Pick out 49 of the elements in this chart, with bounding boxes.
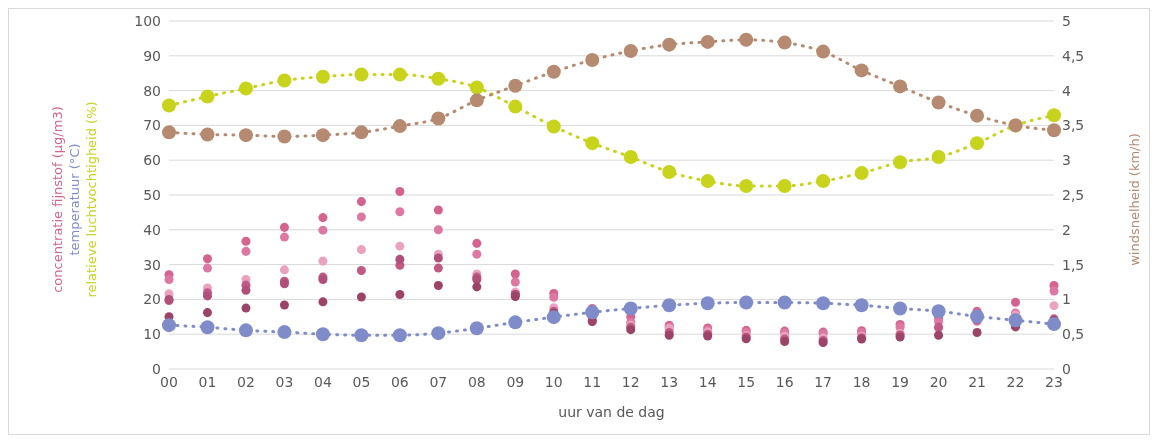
x-tick-label: 06: [390, 373, 409, 390]
x-tick-label: 07: [429, 373, 448, 390]
x-tick-label: 08: [467, 373, 486, 390]
y2-tick-label: 2: [1062, 221, 1071, 238]
x-tick-label: 18: [852, 373, 871, 390]
y-tick-label: 80: [143, 82, 161, 99]
y-tick-label: 70: [143, 117, 161, 134]
x-tick-label: 23: [1045, 373, 1063, 390]
y-tick-label: 0: [152, 360, 161, 377]
x-tick-label: 02: [237, 373, 255, 390]
x-tick-label: 03: [275, 373, 294, 390]
x-tick-label: 21: [968, 373, 986, 390]
y2-tick-label: 2,5: [1062, 186, 1085, 203]
x-tick-label: 22: [1006, 373, 1025, 390]
x-tick-label: 09: [506, 373, 525, 390]
y-tick-label: 60: [143, 152, 161, 169]
y-tick-label: 100: [134, 12, 161, 29]
y2-tick-label: 5: [1062, 12, 1071, 29]
x-tick-label: 14: [698, 373, 717, 390]
y-tick-label: 30: [143, 256, 161, 273]
y-tick-label: 50: [143, 186, 161, 203]
x-tick-label: 16: [775, 373, 794, 390]
x-tick-label: 00: [160, 373, 178, 390]
x-tick-label: 10: [544, 373, 563, 390]
y-tick-label: 40: [143, 221, 161, 238]
x-tick-label: 04: [314, 373, 332, 390]
y2-tick-label: 4: [1062, 82, 1071, 99]
y2-tick-label: 1: [1062, 291, 1071, 308]
y-tick-label: 10: [143, 326, 161, 343]
y2-tick-label: 3,5: [1062, 117, 1085, 134]
x-tick-label: 15: [737, 373, 756, 390]
x-tick-label: 12: [621, 373, 640, 390]
x-tick-label: 11: [583, 373, 602, 390]
x-tick-label: 20: [929, 373, 948, 390]
x-axis-title: uur van de dag: [558, 404, 665, 420]
y2-tick-label: 4,5: [1062, 47, 1085, 64]
x-tick-label: 01: [198, 373, 217, 390]
x-tick-label: 19: [891, 373, 909, 390]
y-axis-title: concentratie fijnstof (µg/m3) temperatuur (°C) relatieve luchtvochtigheid (%): [48, 100, 100, 298]
y2-tick-label: 1,5: [1062, 256, 1085, 273]
y-tick-label: 90: [143, 47, 161, 64]
x-tick-label: 13: [660, 373, 679, 390]
y2-tick-label: 3: [1062, 152, 1071, 169]
y2-tick-label: 0,5: [1062, 326, 1085, 343]
y-tick-label: 20: [143, 291, 161, 308]
x-tick-label: 05: [352, 373, 371, 390]
x-tick-label: 17: [814, 373, 833, 390]
y2-axis-title: windsnelheid (km/h): [1126, 132, 1142, 266]
y2-tick-label: 0: [1062, 360, 1071, 377]
